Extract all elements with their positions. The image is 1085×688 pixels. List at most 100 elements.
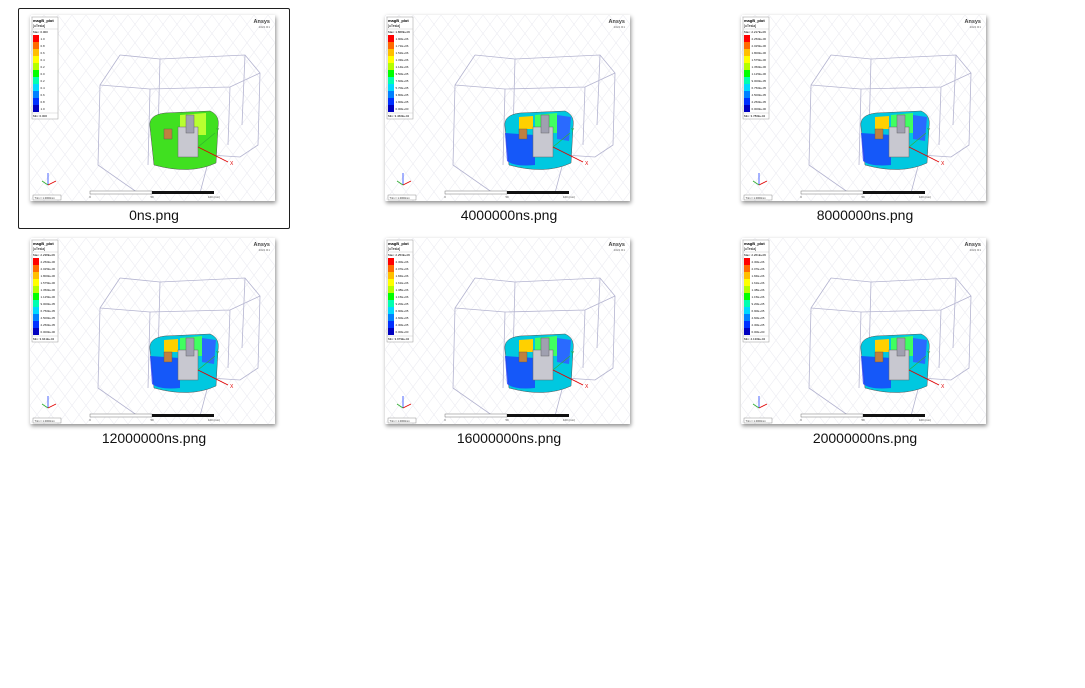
svg-text:X: X xyxy=(941,384,945,390)
legend-swatch xyxy=(388,42,394,49)
legend-label: 1.0 xyxy=(41,37,46,41)
legend-label: 1.350E+06 xyxy=(41,288,56,292)
scale-tick: 50 xyxy=(505,418,509,422)
legend-label: 0.8 xyxy=(41,100,46,104)
legend-min: Min: 0.000 xyxy=(33,114,47,118)
field-model xyxy=(149,110,219,170)
scale-tick: 0 xyxy=(89,195,91,199)
legend-swatch xyxy=(33,265,39,272)
legend-swatch xyxy=(33,328,39,335)
legend-label: 0.00E+00 xyxy=(396,107,409,111)
file-name[interactable]: 16000000ns.png xyxy=(456,430,562,446)
ansys-version: 2021 R1 xyxy=(259,248,271,252)
region-wireframe xyxy=(97,277,261,417)
legend-swatch xyxy=(33,56,39,63)
legend-swatch xyxy=(388,56,394,63)
legend-swatch xyxy=(388,293,394,300)
background-grid xyxy=(30,238,275,424)
legend-swatch xyxy=(388,307,394,314)
legend-swatch xyxy=(33,272,39,279)
ansys-version: 2021 R1 xyxy=(614,248,626,252)
scale-tick: 0 xyxy=(444,195,446,199)
legend-swatch xyxy=(744,300,750,307)
legend-swatch xyxy=(33,300,39,307)
legend-swatch xyxy=(744,63,750,70)
legend-swatch xyxy=(744,70,750,77)
scale-bar: 0 50 100 (mm) xyxy=(89,190,220,199)
legend-swatch xyxy=(388,70,394,77)
scale-tick: 100 (mm) xyxy=(208,195,220,199)
legend-label: 1.84E+06 xyxy=(396,274,409,278)
region-wireframe xyxy=(808,54,972,194)
ansys-logo: Ansys xyxy=(608,19,625,25)
legend-swatch xyxy=(744,77,750,84)
color-legend: magB_plot[uTesla] Max: 2.238E+06 2.250E+06… xyxy=(31,239,59,343)
legend-label: 0.6 xyxy=(41,51,46,55)
ansys-logo: Ansys xyxy=(964,19,981,25)
file-name[interactable]: 12000000ns.png xyxy=(101,430,207,446)
legend-label: 0.2 xyxy=(41,79,46,83)
model-axes: XY xyxy=(552,351,589,390)
ansys-logo: Ansys xyxy=(964,242,981,248)
legend-label: 1.84E+06 xyxy=(752,274,765,278)
legend-label: 1.14E+06 xyxy=(396,65,409,69)
legend-label: 2.30E+05 xyxy=(396,323,409,327)
ansys-version: 2021 R1 xyxy=(970,25,982,29)
legend-swatch xyxy=(744,49,750,56)
legend-max: Max: 1.868E+06 xyxy=(388,30,410,34)
color-legend: magB_plot[uTesla] Max: 0.000 1.0 0.8 0.6 0.4 0… xyxy=(31,16,59,120)
ansys-logo: Ansys xyxy=(253,242,270,248)
legend-swatch xyxy=(388,258,394,265)
legend-swatch xyxy=(744,91,750,98)
legend-swatch xyxy=(388,98,394,105)
legend-label: 9.50E+05 xyxy=(396,72,409,76)
scale-tick: 50 xyxy=(861,418,865,422)
legend-label: 0.2 xyxy=(41,65,46,69)
scale-tick: 50 xyxy=(150,418,154,422)
legend-swatch xyxy=(33,35,39,42)
legend-label: 2.30E+05 xyxy=(752,323,765,327)
triad-icon xyxy=(396,173,412,186)
legend-label: 3.80E+05 xyxy=(396,93,409,97)
legend-label: 2.30E+06 xyxy=(752,260,765,264)
file-name[interactable]: 0ns.png xyxy=(129,207,179,223)
legend-label: 6.90E+05 xyxy=(396,309,409,313)
legend-swatch xyxy=(388,321,394,328)
legend-label: 0.000E+00 xyxy=(41,330,56,334)
legend-swatch xyxy=(744,279,750,286)
background-grid xyxy=(385,15,630,201)
legend-swatch xyxy=(388,272,394,279)
zoom-label: Trim = 1.0000mm xyxy=(390,419,410,423)
file-name[interactable]: 4000000ns.png xyxy=(460,207,558,223)
ansys-version: 2021 R1 xyxy=(259,25,271,29)
legend-label: 2.025E+06 xyxy=(41,267,56,271)
legend-swatch xyxy=(744,258,750,265)
legend-swatch xyxy=(33,279,39,286)
scale-bar: 0 50 100 (mm) xyxy=(800,413,931,422)
file-name[interactable]: 20000000ns.png xyxy=(812,430,918,446)
legend-min: Min: 4.130E+04 xyxy=(744,337,765,341)
legend-label: 1.15E+06 xyxy=(752,295,765,299)
legend-min: Min: 3.941E+04 xyxy=(33,337,54,341)
legend-label: 1.61E+06 xyxy=(752,281,765,285)
legend-label: 0.0 xyxy=(41,72,46,76)
file-name[interactable]: 8000000ns.png xyxy=(816,207,914,223)
legend-label: 1.38E+06 xyxy=(752,288,765,292)
legend-label: 2.025E+06 xyxy=(752,44,767,48)
legend-label: 4.60E+05 xyxy=(396,316,409,320)
